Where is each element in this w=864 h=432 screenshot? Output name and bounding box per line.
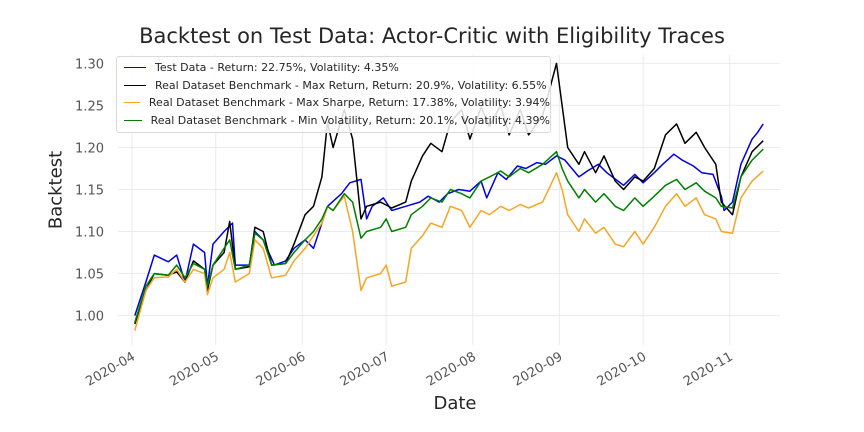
legend-label: Real Dataset Benchmark - Max Sharpe, Ret… [148, 96, 550, 110]
legend-item: Real Dataset Benchmark - Max Return, Ret… [117, 77, 550, 95]
x-tick-label: 2020-06 [254, 349, 309, 389]
legend-item: Real Dataset Benchmark - Min Volatility,… [117, 112, 550, 130]
x-tick-label: 2020-04 [83, 349, 138, 389]
y-tick-label: 1.00 [75, 310, 104, 325]
y-tick-label: 1.25 [75, 99, 104, 114]
legend-swatch [124, 84, 146, 86]
legend-item: Test Data - Return: 22.75%, Volatility: … [117, 59, 550, 77]
x-tick-label: 2020-05 [167, 349, 222, 389]
legend-label: Real Dataset Benchmark - Max Return, Ret… [155, 78, 547, 92]
series-line-2 [134, 62, 764, 325]
x-tick-label: 2020-11 [681, 349, 736, 389]
x-axis-ticks: 2020-04 2020-05 2020-06 2020-07 2020-08 2020-… [83, 349, 735, 389]
legend-label: Real Dataset Benchmark - Min Volatility,… [150, 113, 550, 127]
y-axis-ticks: 1.00 1.05 1.10 1.15 1.20 1.25 1.30 [75, 57, 104, 324]
y-tick-label: 1.30 [75, 57, 104, 72]
legend-item: Real Dataset Benchmark - Max Sharpe, Ret… [117, 94, 550, 112]
series-lines [134, 62, 764, 331]
series-line-3 [134, 170, 764, 331]
series-line-4 [134, 148, 764, 323]
x-tick-label: 2020-07 [338, 349, 393, 389]
legend-swatch [124, 67, 146, 69]
y-tick-label: 1.10 [75, 226, 104, 241]
y-tick-label: 1.20 [75, 141, 104, 156]
legend-swatch [124, 119, 142, 121]
y-tick-label: 1.05 [75, 268, 104, 283]
x-tick-label: 2020-09 [511, 349, 566, 389]
y-tick-label: 1.15 [75, 183, 104, 198]
legend-label: Test Data - Return: 22.75%, Volatility: … [155, 61, 399, 75]
x-tick-label: 2020-10 [595, 349, 650, 389]
chart-legend: Test Data - Return: 22.75%, Volatility: … [116, 56, 551, 133]
chart-title: Backtest on Test Data: Actor-Critic with… [139, 24, 725, 48]
x-tick-label: 2020-08 [424, 349, 479, 389]
series-line-1 [134, 123, 764, 316]
legend-swatch [124, 102, 140, 104]
x-axis-label: Date [433, 393, 477, 414]
